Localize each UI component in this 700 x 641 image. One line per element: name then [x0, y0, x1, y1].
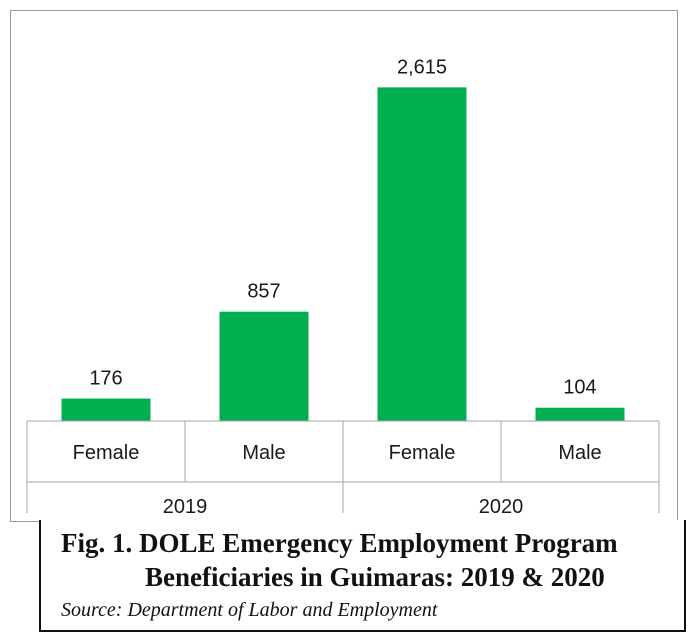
- group-label: 2020: [479, 496, 524, 518]
- caption-source: Source: Department of Labor and Employme…: [61, 599, 438, 621]
- chart-frame: 176 857 2,615 104 Female Male Female Male 2019 20…: [10, 10, 678, 522]
- category-label: Male: [558, 442, 601, 464]
- data-label: 104: [563, 377, 596, 399]
- data-label: 857: [247, 281, 280, 303]
- caption-title-line-1: Fig. 1. DOLE Emergency Employment Progra…: [61, 528, 618, 558]
- data-label: 2,615: [397, 56, 447, 78]
- caption-title-line-2: Beneficiaries in Guimaras: 2019 & 2020: [145, 562, 605, 592]
- bar-chart: 176 857 2,615 104 Female Male Female Male 2019 20…: [26, 56, 660, 518]
- category-label: Female: [73, 442, 140, 464]
- bar: [377, 87, 467, 422]
- figure-caption: Fig. 1. DOLE Emergency Employment Progra…: [39, 520, 686, 632]
- data-label: 176: [89, 368, 122, 390]
- bar: [535, 407, 625, 421]
- category-label: Female: [389, 442, 456, 464]
- bar: [219, 311, 309, 421]
- category-label: Male: [242, 442, 285, 464]
- group-label: 2019: [163, 496, 208, 518]
- bar: [61, 398, 151, 421]
